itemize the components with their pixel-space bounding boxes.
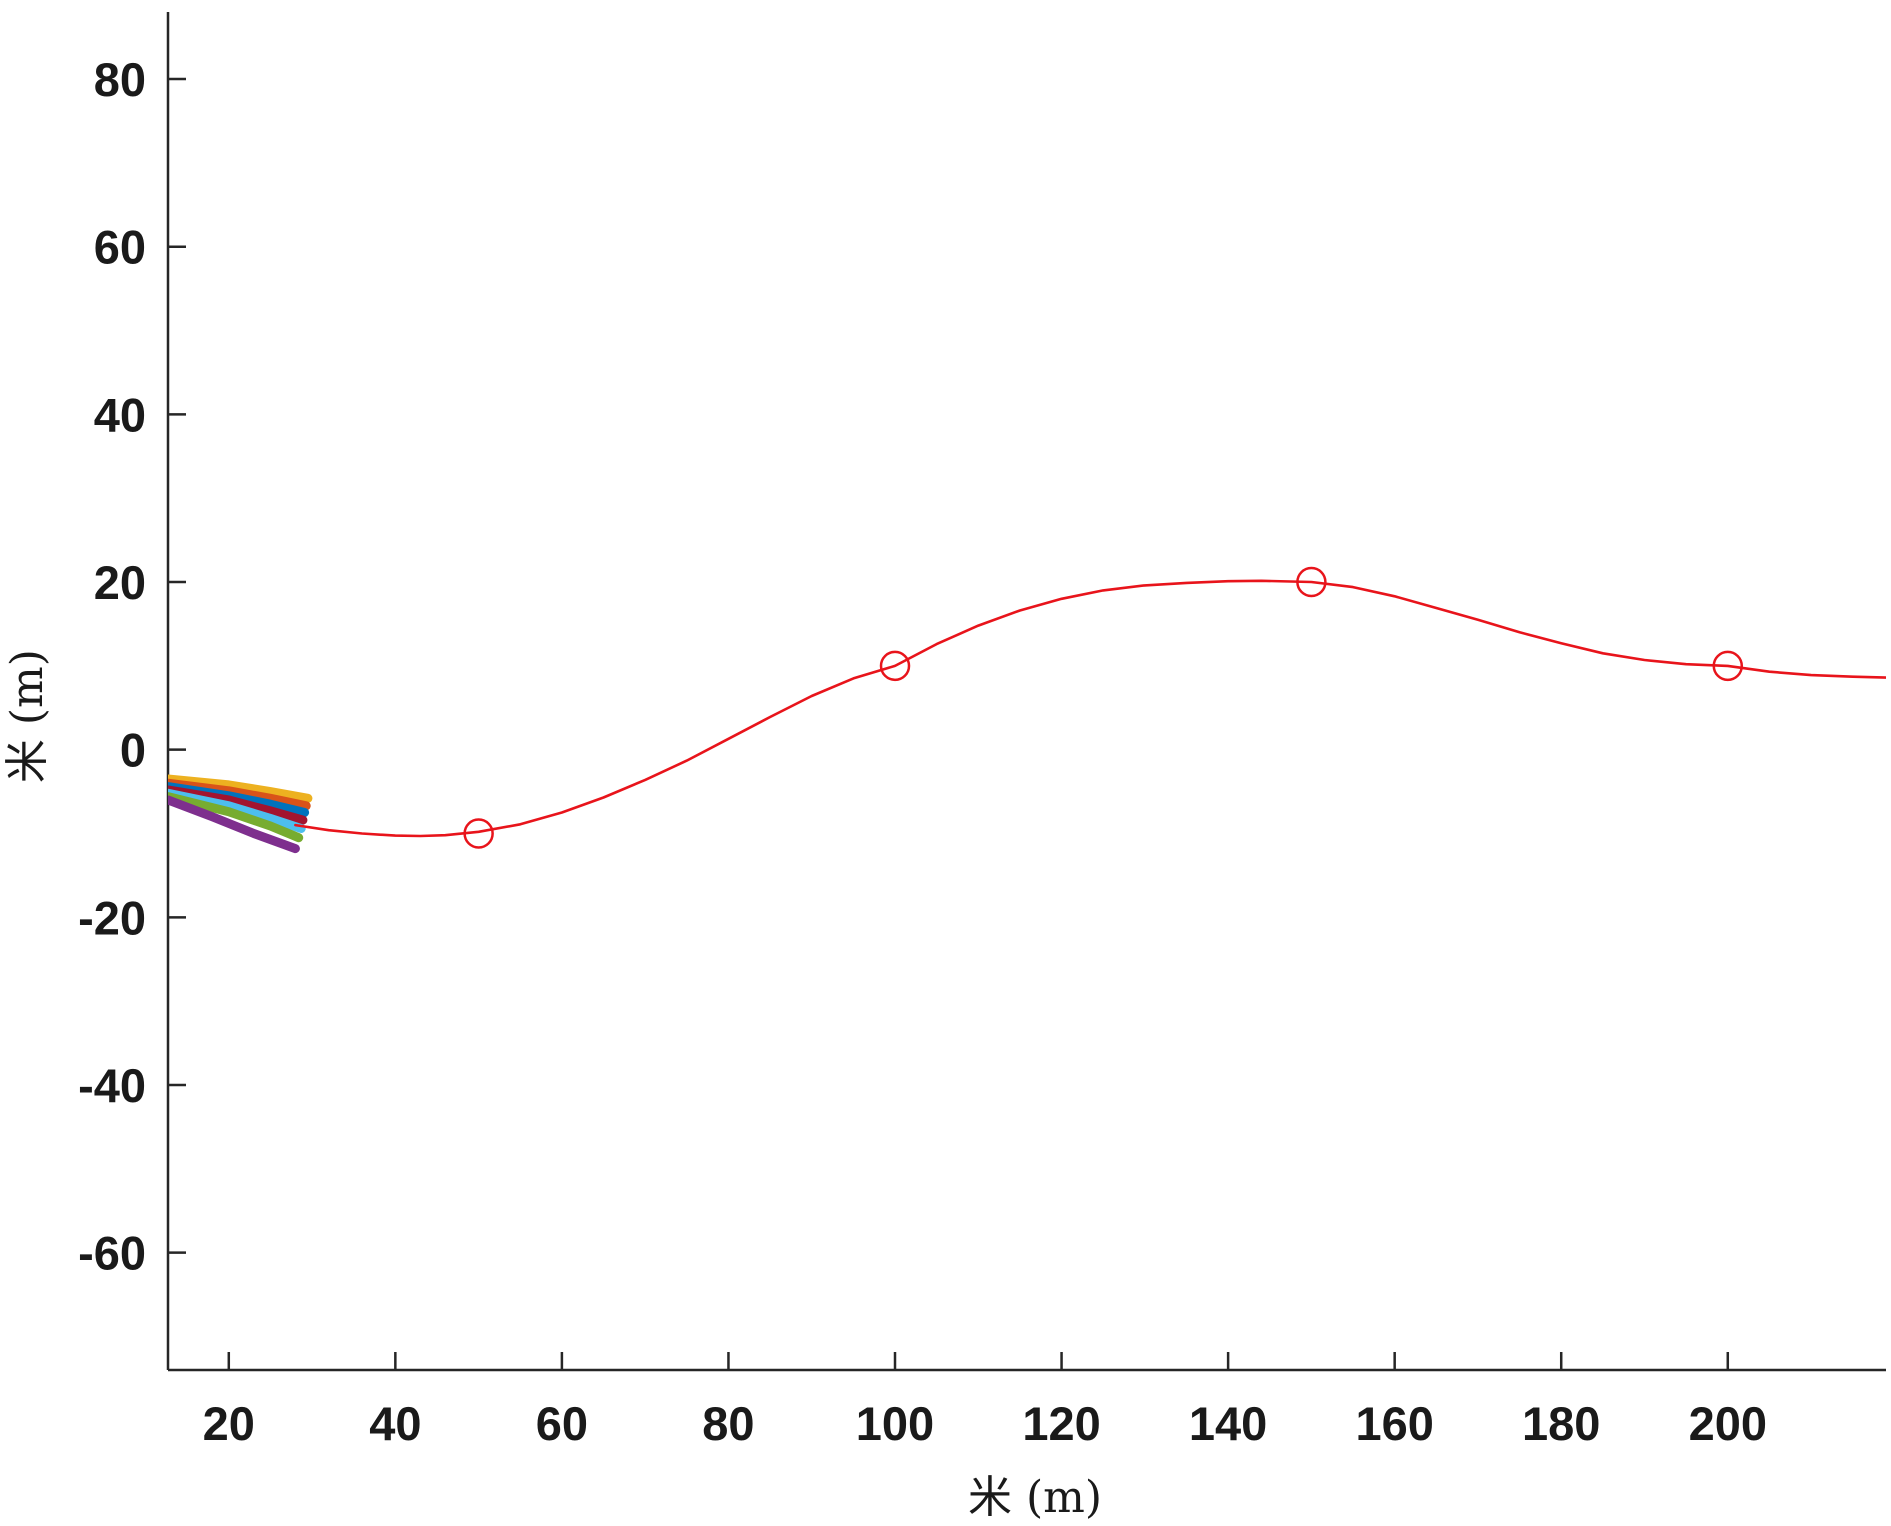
y-tick-label: 60 <box>94 221 146 274</box>
waypoint-marker <box>879 650 911 682</box>
x-tick-label: 180 <box>1522 1397 1600 1450</box>
y-tick-label: 80 <box>94 53 146 106</box>
x-tick-label: 80 <box>702 1397 754 1450</box>
y-axis-label: 米 (m) <box>2 649 53 783</box>
axes: 20 40 60 80 100 120 140 160 180 200 -60 -40 -20 0 20 40… <box>78 12 1886 1450</box>
x-tick-label: 140 <box>1189 1397 1267 1450</box>
y-tick-label: -40 <box>78 1059 146 1112</box>
waypoint-marker <box>1712 650 1744 682</box>
x-tick-label: 100 <box>856 1397 934 1450</box>
x-tick-label: 160 <box>1355 1397 1433 1450</box>
x-tick-label: 40 <box>369 1397 421 1450</box>
waypoint-marker <box>463 818 494 849</box>
reference-path-line <box>294 579 1886 838</box>
series-layer <box>168 566 1886 854</box>
y-tick-label: -60 <box>78 1227 146 1280</box>
x-tick-label: 20 <box>203 1397 255 1450</box>
track-series-line <box>168 785 308 825</box>
y-tick-label: -20 <box>78 891 146 944</box>
x-tick-label: 60 <box>536 1397 588 1450</box>
waypoint-marker <box>1296 566 1327 598</box>
x-axis-label: 米 (m) <box>968 1472 1102 1523</box>
y-tick-label: 20 <box>94 556 146 609</box>
x-tick-label: 120 <box>1022 1397 1100 1450</box>
track-series-line <box>168 792 304 843</box>
track-series-line <box>168 774 313 803</box>
y-tick-label: 0 <box>120 724 146 777</box>
x-tick-label: 200 <box>1689 1397 1767 1450</box>
track-series-line <box>168 795 300 854</box>
y-tick-label: 40 <box>94 388 146 441</box>
